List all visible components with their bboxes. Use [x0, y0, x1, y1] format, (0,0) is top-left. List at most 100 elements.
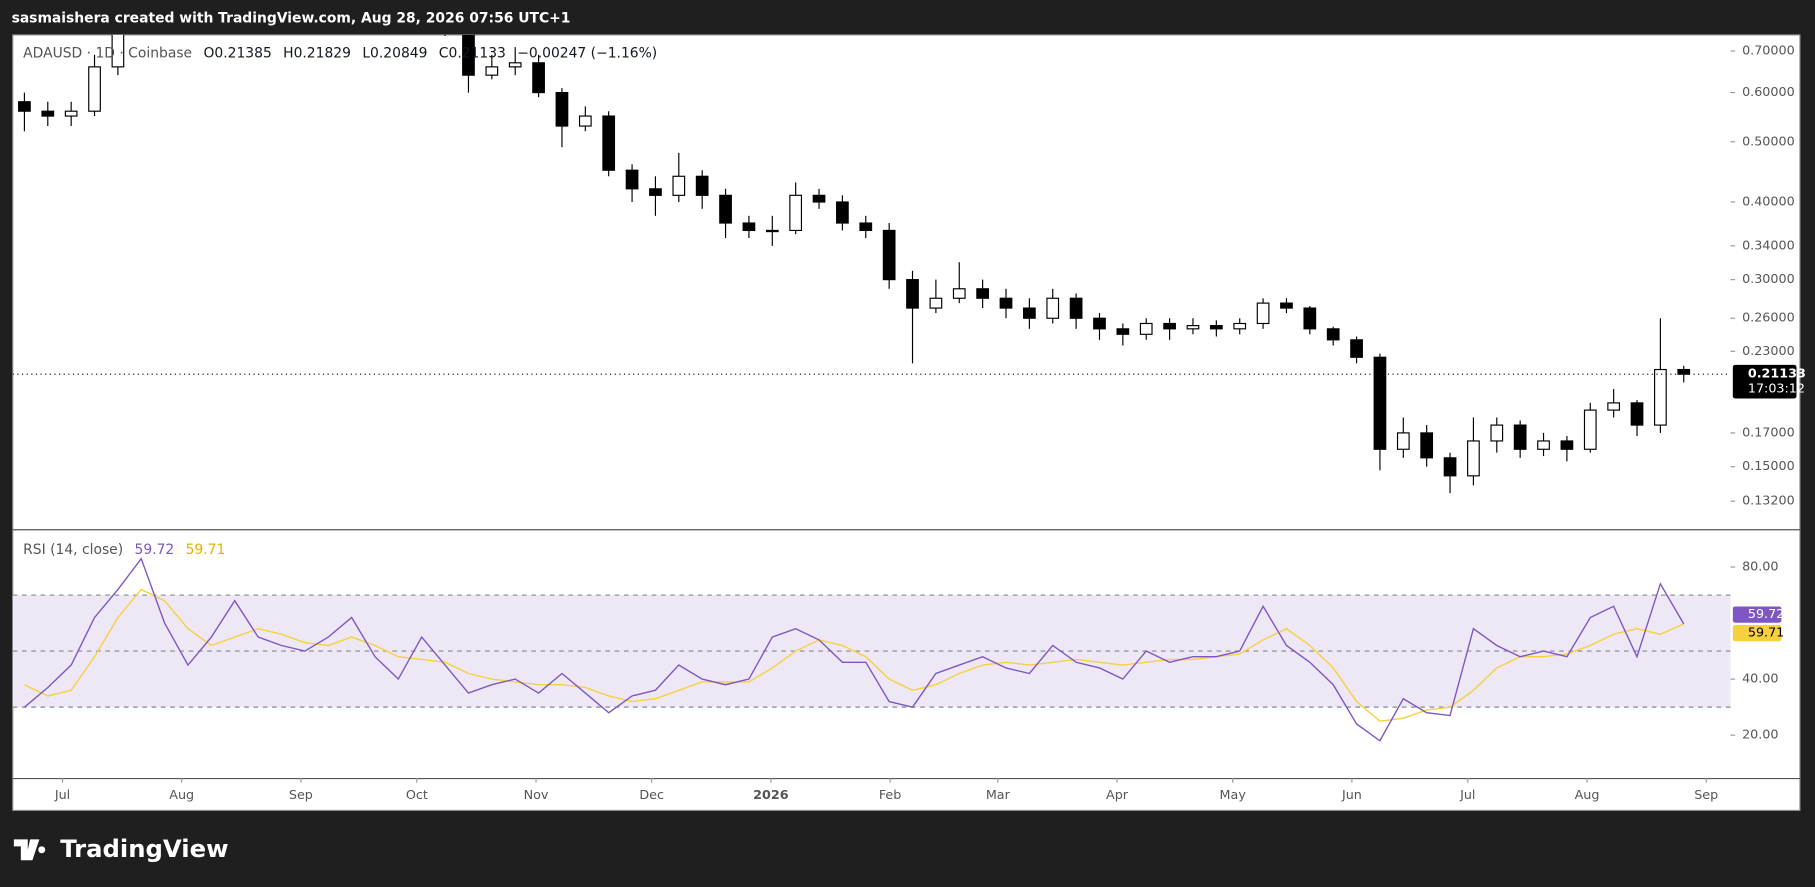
ohlc: C0.21133 [439, 45, 506, 61]
change: −0.00247 (−1.16%) [517, 45, 657, 61]
rsi-value-label: 59.72 [1748, 607, 1784, 622]
y-tick-label: 0.70000 [1742, 43, 1795, 58]
candle-body [765, 229, 779, 233]
candle-body [1677, 368, 1691, 375]
candle-body [1443, 457, 1457, 477]
candle-body [462, 34, 475, 76]
candle-body [672, 175, 686, 196]
last-price-label: 0.21133 [1748, 367, 1806, 382]
candle-body [1303, 307, 1317, 330]
candle-body [1513, 424, 1527, 450]
logo-icon [13, 839, 46, 861]
candle-body [999, 297, 1013, 309]
candle-body [1560, 440, 1574, 450]
candle-body [976, 288, 989, 299]
candle-body [111, 34, 125, 68]
candle-body [602, 115, 616, 171]
candle-body [1654, 368, 1667, 426]
y-tick-label: 0.26000 [1742, 311, 1795, 326]
candle-body [695, 175, 709, 196]
y-tick-label: 0.60000 [1742, 85, 1795, 100]
rsi-value-box [1732, 625, 1782, 642]
candle-body [836, 201, 849, 224]
candle-body [1537, 440, 1550, 450]
rsi-value: 59.72 [135, 542, 175, 558]
candle-body [1373, 356, 1387, 450]
x-tick-label: Sep [289, 788, 313, 803]
candle-body [1467, 440, 1480, 477]
candle-body [485, 66, 499, 76]
x-tick-label: Nov [524, 788, 549, 803]
candle-body [1396, 432, 1410, 450]
candle-body [41, 110, 55, 117]
candle-body [719, 194, 732, 224]
candle-body [88, 66, 101, 112]
x-tick-label: 2026 [753, 788, 789, 803]
candle-body [1233, 322, 1247, 330]
ohlc: H0.21829 [283, 45, 351, 61]
y-tick-label: 0.15000 [1742, 459, 1795, 474]
candle-body [1583, 409, 1597, 450]
header: sasmaishera created with TradingView.com… [12, 11, 571, 27]
x-tick-label: Aug [1575, 788, 1600, 803]
candle-body [578, 115, 592, 127]
rsi-value-box [1732, 606, 1782, 623]
rsi-line [23, 557, 1685, 742]
y-tick-label: 0.23000 [1742, 344, 1795, 359]
candle-body [859, 222, 873, 232]
candle-body [1326, 328, 1340, 341]
rsi-band [12, 595, 1731, 708]
logo: TradingView [13, 834, 229, 863]
candle-body [1607, 402, 1621, 411]
candle-body [1163, 322, 1176, 330]
candle-body [929, 297, 943, 309]
candle-body [555, 92, 569, 127]
y-tick-label: 0.40000 [1742, 194, 1795, 209]
candle-body [882, 229, 896, 281]
x-tick-label: May [1220, 788, 1247, 803]
y-tick-label: 40.00 [1742, 672, 1778, 687]
rsi-ma-value: 59.71 [186, 542, 226, 558]
rsi-pane [12, 557, 1731, 742]
candle-body [952, 288, 966, 299]
candle-body [1350, 339, 1363, 358]
candle-body [1139, 322, 1153, 335]
rsi-legend: RSI (14, close) 59.72 59.71 [23, 542, 225, 558]
ohlc: L0.20849 [362, 45, 427, 61]
candle-body [789, 194, 803, 232]
ohlc: O0.21385 [203, 45, 271, 61]
y-tick-label: 0.17000 [1742, 425, 1795, 440]
x-tick-label: Jul [1459, 788, 1475, 803]
legend: ADAUSD · 1D · Coinbase O0.21385 H0.21829… [23, 45, 657, 61]
candle-body [1093, 317, 1106, 330]
x-tick-label: Feb [879, 788, 902, 803]
candle-body [64, 110, 78, 117]
y-tick-label: 80.00 [1742, 560, 1778, 575]
candle-body [649, 188, 662, 196]
x-tick-label: Sep [1694, 788, 1718, 803]
candle-body [812, 194, 826, 203]
y-tick-label: 0.34000 [1742, 238, 1795, 253]
candle-body [1116, 328, 1130, 335]
candle-body [1186, 325, 1200, 330]
candle-body [1023, 307, 1036, 319]
candle-body [1420, 432, 1434, 459]
candle-body [1046, 297, 1060, 319]
candle-body [906, 279, 919, 309]
x-tick-label: Mar [986, 788, 1011, 803]
candle-body [1209, 325, 1223, 330]
x-tick-label: Aug [169, 788, 194, 803]
candle-body [508, 62, 522, 68]
x-tick-label: Apr [1106, 788, 1129, 803]
rsi-line [24, 588, 1685, 722]
overlay: 0.70000 0.60000 0.50000 0.40000 0.34000 0.300… [54, 43, 1806, 802]
x-tick-label: Jul [54, 788, 70, 803]
countdown: 17:03:12 [1748, 382, 1805, 397]
candle-body [625, 169, 639, 190]
candle-body [18, 101, 31, 112]
candle-body [742, 222, 756, 232]
rsi-value-label: 59.71 [1748, 626, 1784, 641]
x-tick-label: Jun [1341, 788, 1362, 803]
candle-body [1630, 402, 1644, 426]
